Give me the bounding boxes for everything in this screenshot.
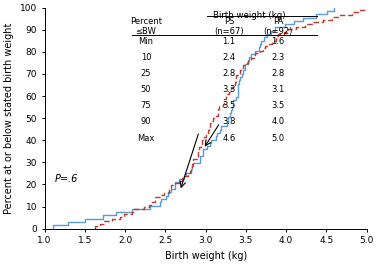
Text: 4.0: 4.0 — [271, 117, 285, 126]
Text: 75: 75 — [141, 101, 151, 110]
Text: 50: 50 — [141, 85, 151, 94]
Text: 5.0: 5.0 — [271, 134, 285, 143]
Text: P=.6: P=.6 — [54, 174, 77, 184]
Text: 2.8: 2.8 — [271, 69, 285, 78]
Text: 2.4: 2.4 — [222, 53, 235, 62]
Text: PS
(n=67): PS (n=67) — [214, 17, 244, 36]
X-axis label: Birth weight (kg): Birth weight (kg) — [164, 251, 247, 261]
Text: 3.1: 3.1 — [271, 85, 285, 94]
Text: 4.6: 4.6 — [222, 134, 235, 143]
Text: 90: 90 — [141, 117, 151, 126]
Text: 25: 25 — [141, 69, 151, 78]
Text: 3.8: 3.8 — [222, 117, 235, 126]
Text: Min: Min — [139, 37, 153, 46]
Text: 3.5: 3.5 — [271, 101, 285, 110]
Text: Birth weight (kg): Birth weight (kg) — [213, 11, 285, 20]
Text: 2.8: 2.8 — [222, 69, 235, 78]
Text: 2.3: 2.3 — [271, 53, 285, 62]
Text: 1.1: 1.1 — [222, 37, 235, 46]
Text: 10: 10 — [141, 53, 151, 62]
Text: 3.5: 3.5 — [222, 101, 235, 110]
Text: Max: Max — [137, 134, 155, 143]
Text: 1.6: 1.6 — [271, 37, 285, 46]
Text: PA
(n=92): PA (n=92) — [263, 17, 293, 36]
Y-axis label: Percent at or below stated birth weight: Percent at or below stated birth weight — [4, 23, 14, 214]
Text: Percent
≤BW: Percent ≤BW — [130, 17, 162, 36]
Text: 3.3: 3.3 — [222, 85, 235, 94]
